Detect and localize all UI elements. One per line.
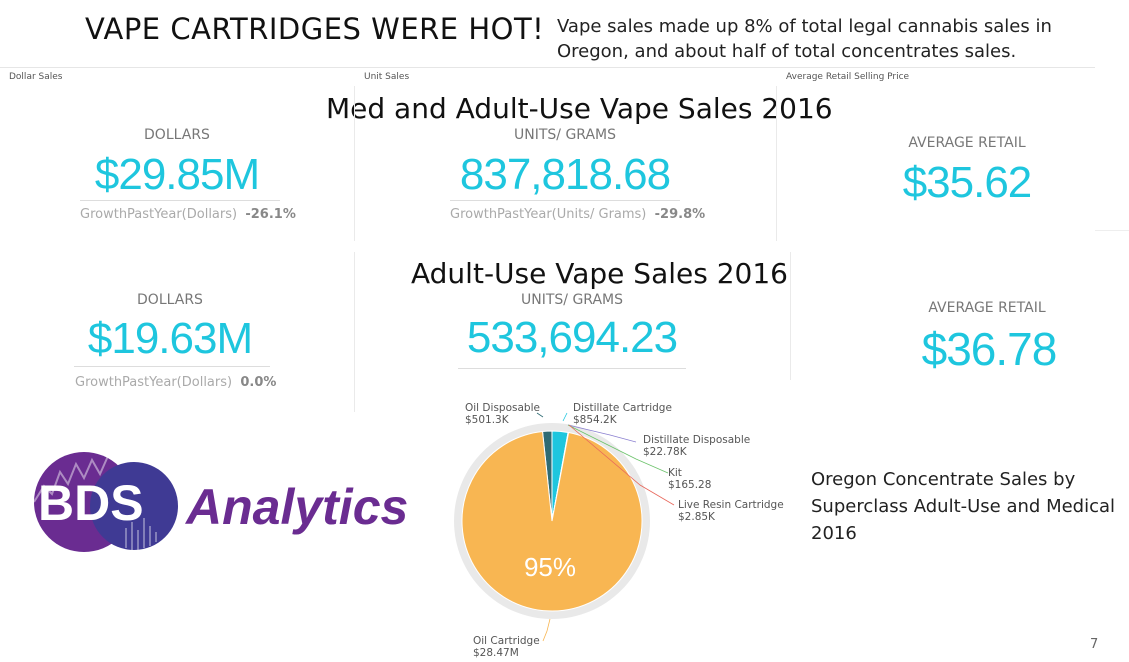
leader-live-resin [568, 424, 675, 506]
slice-value: $165.28 [668, 479, 712, 491]
unit-sales-label: Unit Sales [364, 72, 410, 82]
section2-dollars-value: $19.63M [87, 314, 253, 363]
section1-units-growth: GrowthPastYear(Units/ Grams) -29.8% [450, 207, 705, 222]
slice-name: Live Resin Cartridge [678, 499, 784, 511]
avg-retail-price-label: Average Retail Selling Price [786, 72, 910, 82]
section1-units-value: 837,818.68 [459, 150, 671, 199]
slice-value: $854.2K [573, 414, 617, 426]
section1-units-underline [450, 200, 680, 201]
growth-label: GrowthPastYear(Dollars) [75, 375, 233, 390]
section1-dollars-growth: GrowthPastYear(Dollars) -26.1% [80, 207, 296, 222]
column-divider [354, 86, 355, 241]
bds-analytics-logo: BDS Analytics [33, 452, 408, 552]
slice-name: Distillate Cartridge [573, 402, 672, 414]
section2-dollars-growth: GrowthPastYear(Dollars) 0.0% [75, 375, 276, 390]
pie-label-kit: Kit $165.28 [668, 467, 711, 491]
section1-avg-label: AVERAGE RETAIL [908, 135, 1026, 151]
section2-units-label: UNITS/ GRAMS [520, 292, 623, 308]
column-divider [354, 252, 355, 412]
section1-dollars-underline [80, 200, 280, 201]
section1-dollars-value: $29.85M [94, 150, 260, 199]
leader-oil-cartridge [542, 618, 551, 642]
slice-name: Kit [668, 467, 682, 479]
section1-dollars-label: DOLLARS [144, 127, 210, 143]
page-number: 7 [1090, 637, 1099, 652]
header-divider [0, 67, 1095, 68]
growth-value: -26.1% [245, 207, 296, 222]
pie-label-live-resin-cartridge: Live Resin Cartridge $2.85K [678, 499, 784, 523]
growth-value: 0.0% [240, 375, 277, 390]
logo-word: Analytics [184, 479, 408, 535]
page-title: VAPE CARTRIDGES WERE HOT! [85, 12, 545, 46]
pie-label-oil-disposable: Oil Disposable $501.3K [465, 402, 540, 426]
growth-value: -29.8% [654, 207, 706, 222]
slice-value: $2.85K [678, 511, 715, 523]
section1-avg-value: $35.62 [902, 158, 1033, 207]
leader-oil-disposable [536, 412, 544, 418]
growth-label: GrowthPastYear(Units/ Grams) [450, 207, 647, 222]
slice-value: $501.3K [465, 414, 509, 426]
section1-heading: Med and Adult-Use Vape Sales 2016 [326, 92, 833, 125]
dollar-sales-label: Dollar Sales [9, 72, 63, 82]
slice-value: $28.47M [473, 647, 519, 659]
pie-label-distillate-cartridge: Distillate Cartridge $854.2K [573, 402, 672, 426]
row-divider [1095, 230, 1129, 231]
pie-label-distillate-disposable: Distillate Disposable $22.78K [643, 434, 750, 458]
growth-label: GrowthPastYear(Dollars) [80, 207, 238, 222]
leader-kit [567, 424, 669, 474]
page-subtitle: Vape sales made up 8% of total legal can… [557, 16, 1052, 62]
pie-caption: Oregon Concentrate Sales by Superclass A… [811, 469, 1116, 544]
slice-value: $22.78K [643, 446, 687, 458]
section2-units-underline [458, 368, 686, 369]
section2-heading: Adult-Use Vape Sales 2016 [411, 257, 788, 290]
section2-avg-value: $36.78 [921, 323, 1058, 375]
logo-mark: BDS [38, 475, 144, 531]
section2-units-value: 533,694.23 [466, 313, 678, 362]
column-divider [790, 252, 791, 380]
pie-center-label: 95% [524, 552, 576, 582]
slice-name: Distillate Disposable [643, 434, 751, 446]
column-divider [776, 86, 777, 241]
slice-name: Oil Cartridge [473, 635, 540, 647]
leader-distillate-cartridge [562, 412, 568, 422]
slice-name: Oil Disposable [465, 402, 540, 414]
pie-label-oil-cartridge: Oil Cartridge $28.47M [473, 635, 540, 659]
section2-dollars-label: DOLLARS [137, 292, 203, 308]
concentrate-pie-chart: 95% [454, 412, 675, 642]
section1-units-label: UNITS/ GRAMS [513, 127, 616, 143]
section2-dollars-underline [74, 366, 270, 367]
leader-distillate-disposable [567, 424, 637, 443]
section2-avg-label: AVERAGE RETAIL [928, 300, 1046, 316]
